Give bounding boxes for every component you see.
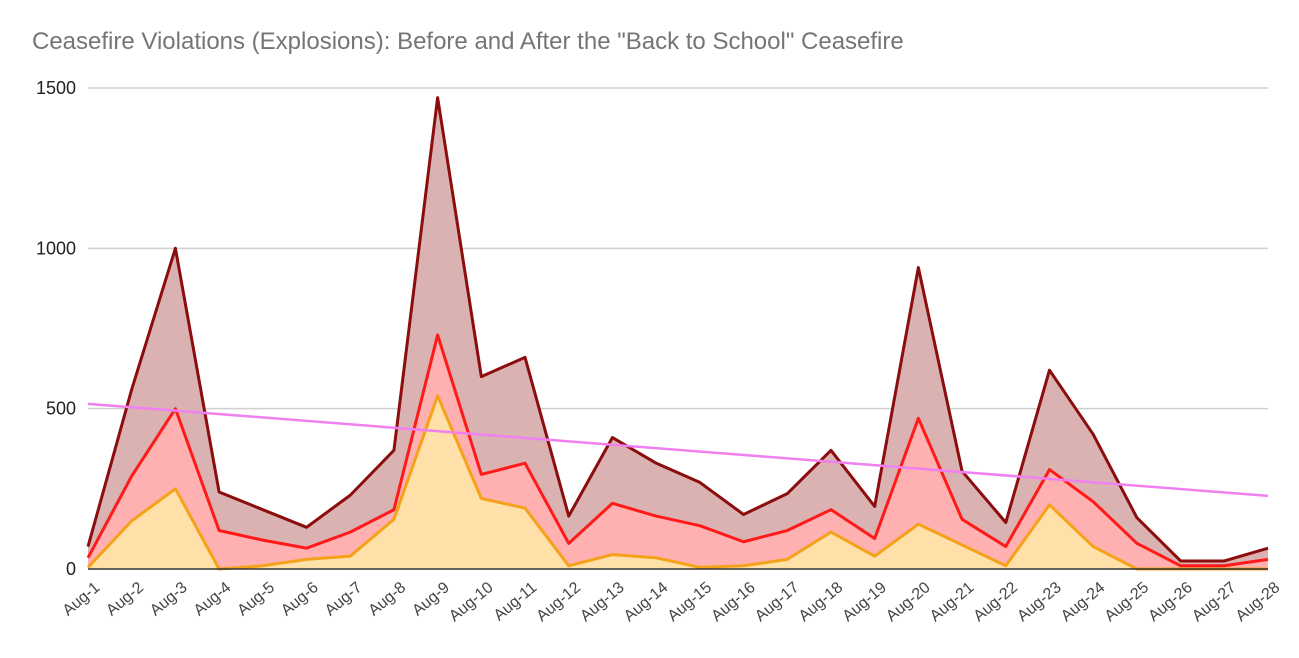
x-tick-label: Aug-12 [534,579,585,625]
y-tick-label: 0 [66,559,76,579]
x-tick-label: Aug-21 [927,579,978,625]
y-tick-label: 1000 [36,238,76,258]
x-tick-label: Aug-13 [577,579,628,625]
x-tick-label: Aug-27 [1189,579,1240,625]
x-tick-label: Aug-5 [234,579,278,620]
x-tick-label: Aug-6 [278,579,322,620]
trendline-group [87,402,1269,498]
x-tick-label: Aug-1 [60,579,104,620]
x-tick-label: Aug-4 [191,579,235,620]
x-tick-label: Aug-28 [1233,579,1284,625]
x-tick-label: Aug-23 [1014,579,1065,625]
x-tick-label: Aug-14 [621,579,672,625]
x-tick-label: Aug-16 [708,579,759,625]
x-tick-label: Aug-24 [1058,579,1109,625]
x-tick-label: Aug-20 [883,579,934,625]
x-tick-label: Aug-11 [491,579,541,624]
x-tick-label: Aug-3 [147,579,191,620]
gridlines [88,87,1268,410]
series-3-line [86,394,1268,571]
x-tick-label: Aug-10 [446,579,497,625]
series-2-line [86,333,1269,568]
x-tick-label: Aug-18 [796,579,847,625]
chart-title: Ceasefire Violations (Explosions): Befor… [32,28,904,55]
x-tick-label: Aug-22 [971,579,1022,625]
series-lines [86,96,1269,571]
x-tick-label: Aug-26 [1145,579,1196,625]
x-tick-label: Aug-19 [839,579,890,625]
x-tick-label: Aug-7 [322,579,366,620]
x-tick-label: Aug-8 [366,579,410,620]
trendline [87,402,1269,498]
y-tick-label: 1500 [36,78,76,98]
series-3-area [88,395,1268,569]
x-tick-label: Aug-15 [665,579,716,625]
y-tick-label: 500 [46,399,76,419]
series-1-line [86,96,1269,563]
x-tick-label: Aug-17 [752,579,803,625]
x-tick-label: Aug-25 [1102,579,1153,625]
x-tick-label: Aug-2 [103,579,147,620]
